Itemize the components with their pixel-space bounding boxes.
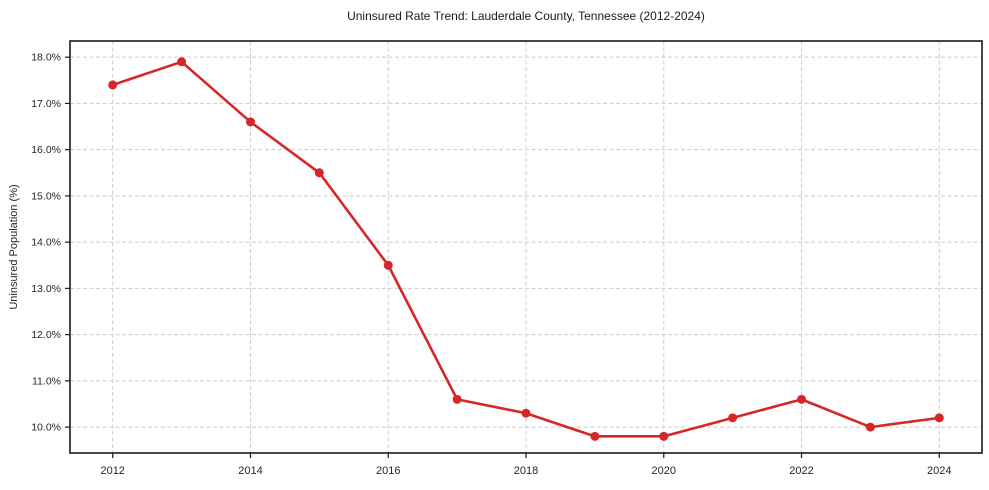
x-tick-label: 2022 <box>789 465 813 477</box>
data-point <box>383 260 393 270</box>
y-tick-label: 12.0% <box>31 329 61 341</box>
data-point <box>245 117 255 127</box>
data-point <box>314 168 324 178</box>
data-point <box>521 408 531 418</box>
y-tick-label: 13.0% <box>31 283 61 295</box>
data-point <box>659 431 669 441</box>
x-tick-label: 2014 <box>238 465 262 477</box>
y-tick-label: 10.0% <box>31 422 61 434</box>
y-tick-label: 15.0% <box>31 190 61 202</box>
data-point <box>177 57 187 67</box>
data-point <box>865 422 875 432</box>
x-tick-label: 2020 <box>652 465 676 477</box>
x-tick-label: 2018 <box>514 465 538 477</box>
data-point <box>108 80 118 90</box>
y-tick-label: 11.0% <box>32 375 61 387</box>
y-tick-label: 18.0% <box>31 52 61 64</box>
x-tick-label: 2024 <box>927 465 951 477</box>
y-axis-label: Uninsured Population (%) <box>8 184 20 310</box>
x-tick-label: 2016 <box>376 465 400 477</box>
data-point <box>590 431 600 441</box>
x-tick-label: 2012 <box>100 465 124 477</box>
chart-title: Uninsured Rate Trend: Lauderdale County,… <box>347 9 705 23</box>
data-point <box>728 413 738 423</box>
y-tick-label: 16.0% <box>31 144 61 156</box>
y-tick-label: 17.0% <box>31 98 61 110</box>
data-point <box>934 413 944 423</box>
data-point <box>797 394 807 404</box>
y-tick-label: 14.0% <box>31 237 61 249</box>
data-point <box>452 394 462 404</box>
